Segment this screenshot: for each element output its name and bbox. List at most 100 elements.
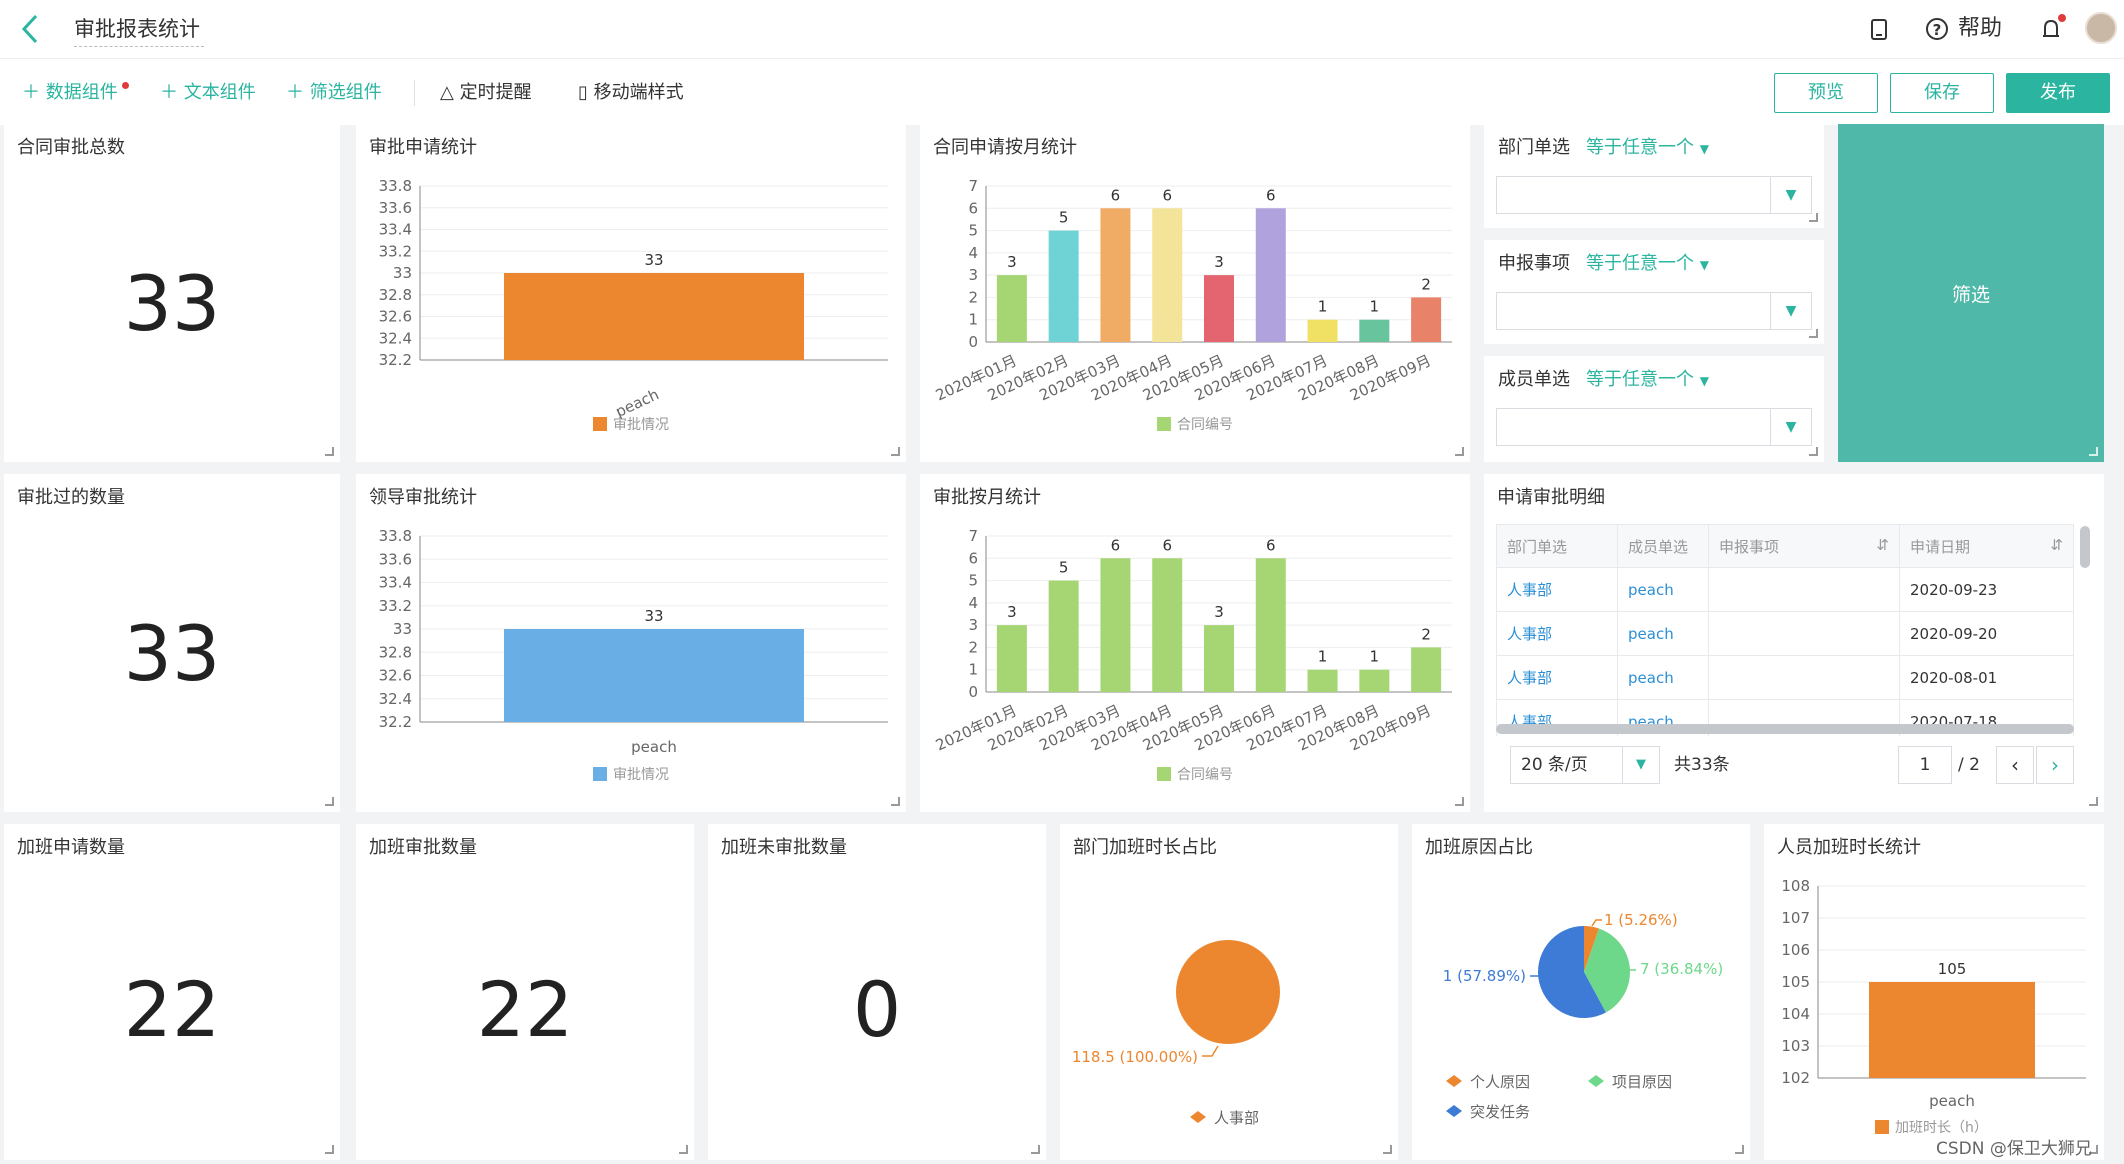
bar [1100, 558, 1131, 692]
column-header[interactable]: 申请日期 ⇵ [1899, 524, 2074, 568]
add-data-component-button[interactable]: ＋ 数据组件 [22, 82, 118, 103]
dept-overtime-pie: 118.5 (100.00%) 人事部 [1072, 939, 1280, 1127]
resize-handle[interactable] [891, 797, 900, 806]
legend-label: 合同编号 [1177, 767, 1233, 783]
card-title: 加班审批数量 [369, 837, 477, 858]
y-tick-label: 102 [1781, 1069, 1810, 1087]
pie-slice [1538, 926, 1606, 1018]
data-label: 33 [644, 251, 663, 269]
declaration-item-select[interactable]: ▼ [1496, 292, 1812, 330]
department-cell[interactable]: 人事部 [1496, 655, 1618, 700]
horizontal-scrollbar[interactable] [1496, 724, 2074, 734]
help-link[interactable]: 帮助 [1958, 16, 2003, 41]
y-tick-label: 33.2 [379, 597, 412, 615]
resize-handle[interactable] [325, 797, 334, 806]
column-header[interactable]: 申报事项 ⇵ [1708, 524, 1900, 568]
legend-swatch [1157, 417, 1171, 431]
bell-icon: △ [440, 82, 454, 103]
resize-handle[interactable] [1455, 797, 1464, 806]
data-label: 6 [1111, 186, 1121, 204]
pie-slice [1584, 926, 1599, 972]
filter-operator-dropdown[interactable]: 等于任意一个 ▼ [1586, 137, 1709, 158]
resize-handle[interactable] [1809, 329, 1818, 338]
bell-icon[interactable] [2038, 10, 2064, 48]
kpi-card-contract-total: 合同审批总数 33 [4, 124, 340, 462]
table-viewport: 部门单选 成员单选 申报事项 ⇵ 申请日期 ⇵ 人事部 peach 2020-09-… [1496, 524, 2074, 736]
filter-department: 部门单选 等于任意一个 ▼ ▼ [1484, 124, 1824, 228]
add-text-component-button[interactable]: ＋ 文本组件 [160, 82, 256, 103]
bar [1869, 982, 2035, 1078]
publish-button[interactable]: 发布 [2006, 73, 2110, 113]
kpi-value: 22 [476, 965, 574, 1054]
y-tick-label: 32.2 [379, 713, 412, 731]
y-tick-label: 32.8 [379, 643, 412, 661]
legend-swatch [1190, 1111, 1206, 1123]
column-header[interactable]: 成员单选 [1617, 524, 1709, 568]
page-number-input[interactable]: 1 [1898, 746, 1952, 784]
member-cell[interactable]: peach [1617, 655, 1709, 700]
card-title: 合同申请按月统计 [933, 137, 1077, 158]
chevron-left-icon[interactable] [16, 10, 44, 48]
declaration-cell [1708, 611, 1900, 656]
chart-card-person-overtime: 人员加班时长统计 108 107 106 105 104 103 102 105 peach 加班… [1764, 824, 2104, 1160]
resize-handle[interactable] [1383, 1145, 1392, 1154]
filter-submit-button[interactable]: 筛选 [1838, 124, 2104, 462]
mobile-icon[interactable] [1866, 10, 1892, 48]
department-cell[interactable]: 人事部 [1496, 567, 1618, 612]
help-circle-icon[interactable]: ? [1922, 10, 1952, 48]
prev-page-button[interactable]: ‹ [1996, 746, 2034, 784]
legend-label: 个人原因 [1470, 1073, 1530, 1091]
data-label: 6 [1162, 536, 1172, 554]
resize-handle[interactable] [325, 1145, 334, 1154]
page-title[interactable]: 审批报表统计 [74, 12, 204, 47]
department-cell[interactable]: 人事部 [1496, 611, 1618, 656]
column-header[interactable]: 部门单选 [1496, 524, 1618, 568]
resize-handle[interactable] [1809, 447, 1818, 456]
sort-icon[interactable]: ⇵ [2050, 535, 2063, 554]
resize-handle[interactable] [2089, 797, 2098, 806]
y-tick-label: 32.8 [379, 286, 412, 304]
department-select[interactable]: ▼ [1496, 176, 1812, 214]
avatar[interactable] [2085, 12, 2117, 44]
preview-button[interactable]: 预览 [1774, 73, 1878, 113]
kpi-value: 22 [123, 965, 221, 1054]
resize-handle[interactable] [2089, 1145, 2098, 1154]
card-title: 审批按月统计 [933, 487, 1041, 508]
filter-operator-dropdown[interactable]: 等于任意一个 ▼ [1586, 369, 1709, 390]
y-tick-label: 108 [1781, 877, 1810, 895]
resize-handle[interactable] [325, 447, 334, 456]
y-tick-label: 5 [968, 222, 978, 240]
resize-handle[interactable] [1809, 213, 1818, 222]
y-tick-label: 32.2 [379, 351, 412, 369]
y-tick-label: 33 [393, 620, 412, 638]
bar [996, 625, 1027, 692]
mobile-style-button[interactable]: ▯ 移动端样式 [578, 82, 684, 103]
resize-handle[interactable] [1455, 447, 1464, 456]
scheduled-reminder-button[interactable]: △ 定时提醒 [440, 82, 532, 103]
member-cell[interactable]: peach [1617, 611, 1709, 656]
next-page-button[interactable]: › [2036, 746, 2074, 784]
legend-label: 合同编号 [1177, 417, 1233, 433]
data-label: 5 [1059, 209, 1069, 227]
member-cell[interactable]: peach [1617, 567, 1709, 612]
save-button[interactable]: 保存 [1890, 73, 1994, 113]
sort-icon[interactable]: ⇵ [1876, 535, 1889, 554]
total-count: 共33条 [1674, 755, 1730, 775]
page-size-select[interactable]: 20 条/页 ▼ [1510, 746, 1660, 784]
vertical-scrollbar[interactable] [2080, 526, 2090, 568]
watermark: CSDN @保卫大狮兄 [1936, 1139, 2092, 1159]
legend-swatch [1588, 1075, 1604, 1087]
bar [1307, 319, 1338, 342]
data-label: 2 [1421, 275, 1431, 293]
plus-icon: ＋ [160, 82, 178, 103]
filter-operator-dropdown[interactable]: 等于任意一个 ▼ [1586, 253, 1709, 274]
resize-handle[interactable] [679, 1145, 688, 1154]
resize-handle[interactable] [1031, 1145, 1040, 1154]
caret-down-icon: ▼ [1699, 258, 1709, 272]
resize-handle[interactable] [891, 447, 900, 456]
member-select[interactable]: ▼ [1496, 408, 1812, 446]
y-tick-label: 105 [1781, 973, 1810, 991]
add-filter-component-button[interactable]: ＋ 筛选组件 [286, 82, 382, 103]
resize-handle[interactable] [1735, 1145, 1744, 1154]
resize-handle[interactable] [2089, 447, 2098, 456]
